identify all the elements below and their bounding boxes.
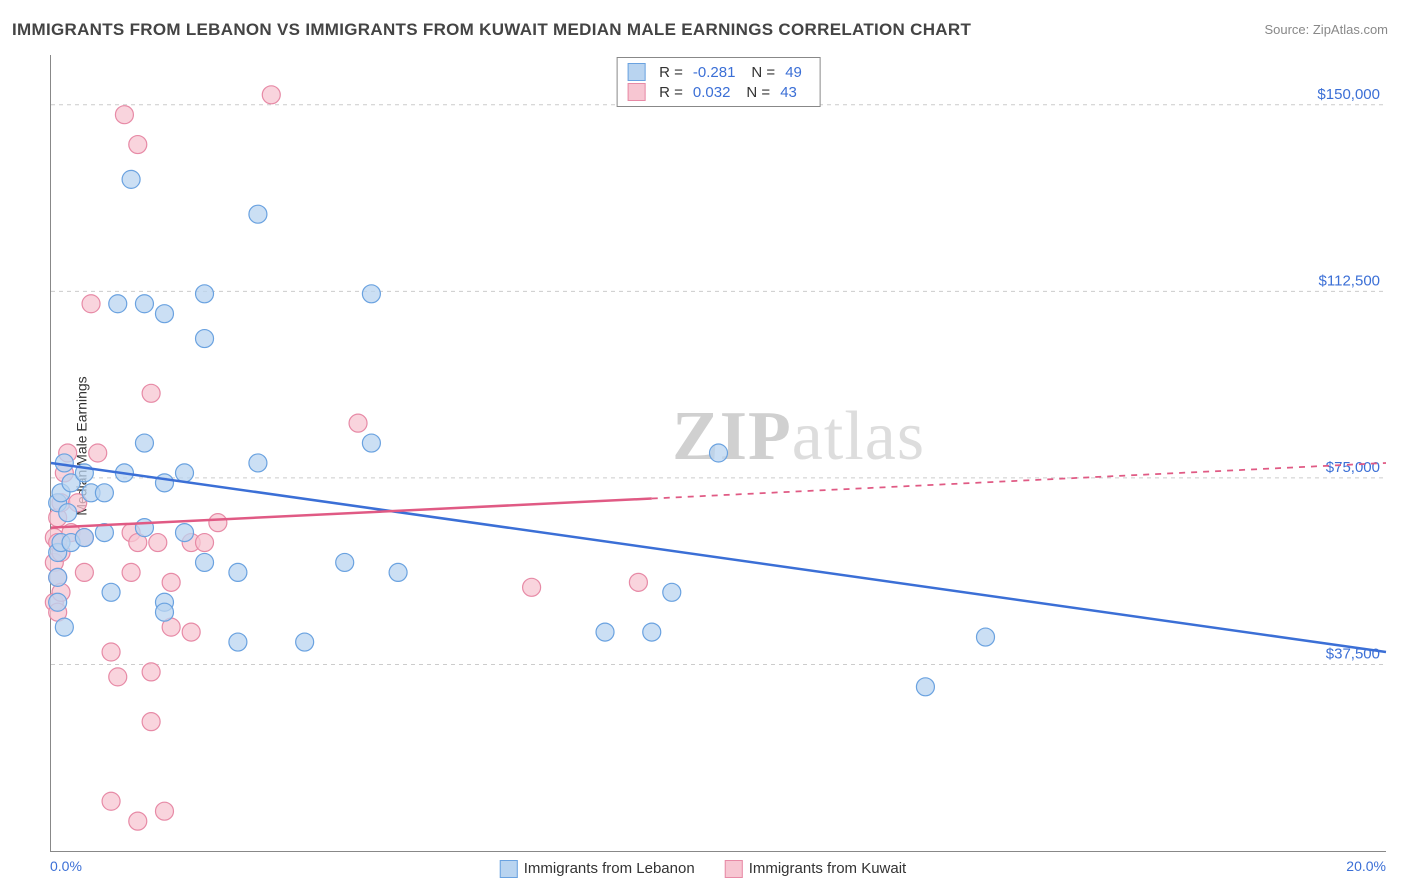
- series-legend-item: Immigrants from Kuwait: [725, 860, 907, 878]
- x-axis-max-label: 20.0%: [1346, 858, 1386, 874]
- lebanon-point: [249, 454, 267, 472]
- lebanon-point: [710, 444, 728, 462]
- lebanon-point: [75, 529, 93, 547]
- lebanon-point: [135, 519, 153, 537]
- chart-container: IMMIGRANTS FROM LEBANON VS IMMIGRANTS FR…: [0, 0, 1406, 892]
- lebanon-point: [176, 524, 194, 542]
- y-grid-label: $75,000: [1326, 459, 1380, 476]
- lebanon-trendline: [51, 463, 1386, 652]
- lebanon-point: [155, 474, 173, 492]
- lebanon-point: [229, 633, 247, 651]
- y-grid-label: $150,000: [1317, 86, 1380, 103]
- correlation-legend-row: R = -0.281 N = 49: [627, 62, 810, 82]
- kuwait-point: [162, 573, 180, 591]
- y-grid-label: $112,500: [1319, 272, 1380, 289]
- lebanon-point: [296, 633, 314, 651]
- lebanon-point: [135, 434, 153, 452]
- kuwait-point: [142, 663, 160, 681]
- kuwait-point: [209, 514, 227, 532]
- kuwait-point: [102, 643, 120, 661]
- lebanon-point: [176, 464, 194, 482]
- lebanon-point: [55, 618, 73, 636]
- lebanon-point: [59, 504, 77, 522]
- lebanon-point: [643, 623, 661, 641]
- x-axis-min-label: 0.0%: [50, 858, 82, 874]
- series-legend: Immigrants from Lebanon Immigrants from K…: [500, 860, 906, 878]
- legend-swatch: [725, 860, 743, 878]
- legend-swatch: [500, 860, 518, 878]
- kuwait-point: [262, 86, 280, 104]
- lebanon-point: [596, 623, 614, 641]
- kuwait-point: [129, 812, 147, 830]
- kuwait-point: [109, 668, 127, 686]
- r-value: 0.032: [693, 84, 731, 101]
- n-prefix: N =: [746, 84, 770, 101]
- kuwait-point: [82, 295, 100, 313]
- lebanon-point: [196, 553, 214, 571]
- kuwait-point: [115, 106, 133, 124]
- chart-svg: $37,500$75,000$112,500$150,000: [51, 55, 1386, 851]
- lebanon-point: [229, 563, 247, 581]
- kuwait-point: [629, 573, 647, 591]
- lebanon-point: [389, 563, 407, 581]
- kuwait-point: [155, 802, 173, 820]
- kuwait-point: [523, 578, 541, 596]
- correlation-legend: R = -0.281 N = 49 R = 0.032 N = 43: [616, 57, 821, 107]
- kuwait-point: [196, 534, 214, 552]
- lebanon-point: [977, 628, 995, 646]
- kuwait-trendline: [51, 499, 652, 528]
- lebanon-point: [102, 583, 120, 601]
- kuwait-point: [75, 563, 93, 581]
- correlation-legend-row: R = 0.032 N = 43: [627, 82, 810, 102]
- lebanon-point: [95, 484, 113, 502]
- lebanon-point: [249, 205, 267, 223]
- plot-area: ZIPatlas $37,500$75,000$112,500$150,000 …: [50, 55, 1386, 852]
- lebanon-point: [135, 295, 153, 313]
- lebanon-point: [155, 603, 173, 621]
- lebanon-point: [916, 678, 934, 696]
- kuwait-point: [142, 713, 160, 731]
- lebanon-point: [155, 305, 173, 323]
- lebanon-point: [109, 295, 127, 313]
- lebanon-point: [49, 568, 67, 586]
- kuwait-point: [149, 534, 167, 552]
- lebanon-point: [663, 583, 681, 601]
- kuwait-point: [349, 414, 367, 432]
- r-prefix: R =: [659, 84, 683, 101]
- legend-swatch: [627, 63, 645, 81]
- lebanon-point: [362, 285, 380, 303]
- chart-source: Source: ZipAtlas.com: [1264, 22, 1388, 37]
- kuwait-trendline-extrapolated: [652, 463, 1386, 499]
- kuwait-point: [89, 444, 107, 462]
- kuwait-point: [102, 792, 120, 810]
- n-prefix: N =: [751, 64, 775, 81]
- n-value: 49: [785, 64, 802, 81]
- chart-title: IMMIGRANTS FROM LEBANON VS IMMIGRANTS FR…: [12, 20, 971, 40]
- kuwait-point: [122, 563, 140, 581]
- series-legend-item: Immigrants from Lebanon: [500, 860, 695, 878]
- lebanon-point: [336, 553, 354, 571]
- kuwait-point: [142, 384, 160, 402]
- lebanon-point: [49, 593, 67, 611]
- series-legend-label: Immigrants from Kuwait: [749, 860, 907, 877]
- n-value: 43: [780, 84, 797, 101]
- r-value: -0.281: [693, 64, 736, 81]
- r-prefix: R =: [659, 64, 683, 81]
- legend-swatch: [627, 83, 645, 101]
- kuwait-point: [182, 623, 200, 641]
- lebanon-point: [196, 330, 214, 348]
- lebanon-point: [362, 434, 380, 452]
- series-legend-label: Immigrants from Lebanon: [524, 860, 695, 877]
- lebanon-point: [122, 170, 140, 188]
- kuwait-point: [129, 136, 147, 154]
- lebanon-point: [196, 285, 214, 303]
